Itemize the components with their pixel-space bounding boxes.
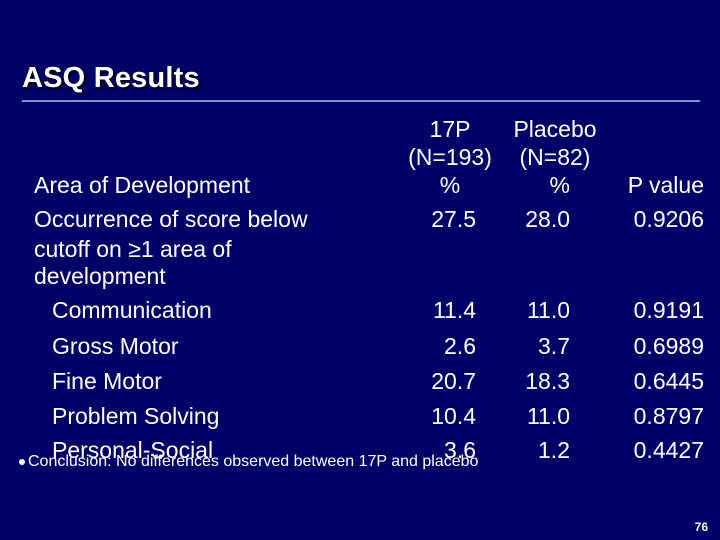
area-placebo-fine-motor: 18.3	[525, 368, 570, 394]
overall-label-line-2: cutoff on ≥1 area of	[34, 236, 232, 262]
area-label-gross-motor: Gross Motor	[52, 333, 179, 359]
area-17p-communication: 11.4	[432, 297, 476, 323]
slide-title: ASQ Results	[22, 62, 200, 94]
area-17p-problem-solving: 10.4	[431, 403, 476, 429]
area-placebo-personal-social: 1.2	[538, 437, 570, 463]
area-p-gross-motor: 0.6989	[633, 333, 704, 359]
area-p-personal-social: 0.4427	[633, 437, 704, 463]
row-header: Area of Development	[34, 172, 251, 198]
area-label-personal-social: Personal-Social	[52, 437, 214, 463]
area-label-communication: Communication	[52, 297, 212, 323]
page-number: 76	[694, 520, 708, 534]
area-label-fine-motor: Fine Motor	[52, 368, 162, 394]
col-placebo-name: Placebo	[513, 116, 597, 142]
area-p-communication: 0.9191	[633, 297, 704, 323]
col-17p-name: 17P	[429, 116, 471, 142]
col-17p-unit: %	[439, 172, 461, 198]
col-17p-n: (N=193)	[408, 144, 492, 170]
overall-label-line-3: development	[34, 263, 166, 289]
col-placebo-n: (N=82)	[519, 144, 591, 170]
col-placebo-unit: %	[549, 172, 570, 198]
overall-17p-value: 27.5	[431, 206, 476, 232]
overall-placebo-value: 28.0	[525, 206, 570, 232]
bullet-icon	[19, 459, 25, 465]
overall-p-value: 0.9206	[633, 206, 704, 232]
area-label-problem-solving: Problem Solving	[52, 403, 220, 429]
area-17p-gross-motor: 2.6	[444, 333, 476, 359]
area-placebo-communication: 11.0	[526, 297, 570, 323]
area-placebo-gross-motor: 3.7	[538, 333, 570, 359]
area-placebo-problem-solving: 11.0	[526, 403, 570, 429]
col-pvalue: P value	[627, 172, 704, 198]
area-17p-fine-motor: 20.7	[431, 368, 476, 394]
conclusion-text: Conclusion: No differences observed betw…	[28, 453, 479, 470]
area-17p-personal-social: 3.6	[444, 437, 476, 463]
overall-label-line-1: Occurrence of score below	[34, 206, 308, 232]
title-divider	[22, 100, 700, 102]
area-p-fine-motor: 0.6445	[633, 368, 704, 394]
area-p-problem-solving: 0.8797	[633, 403, 704, 429]
